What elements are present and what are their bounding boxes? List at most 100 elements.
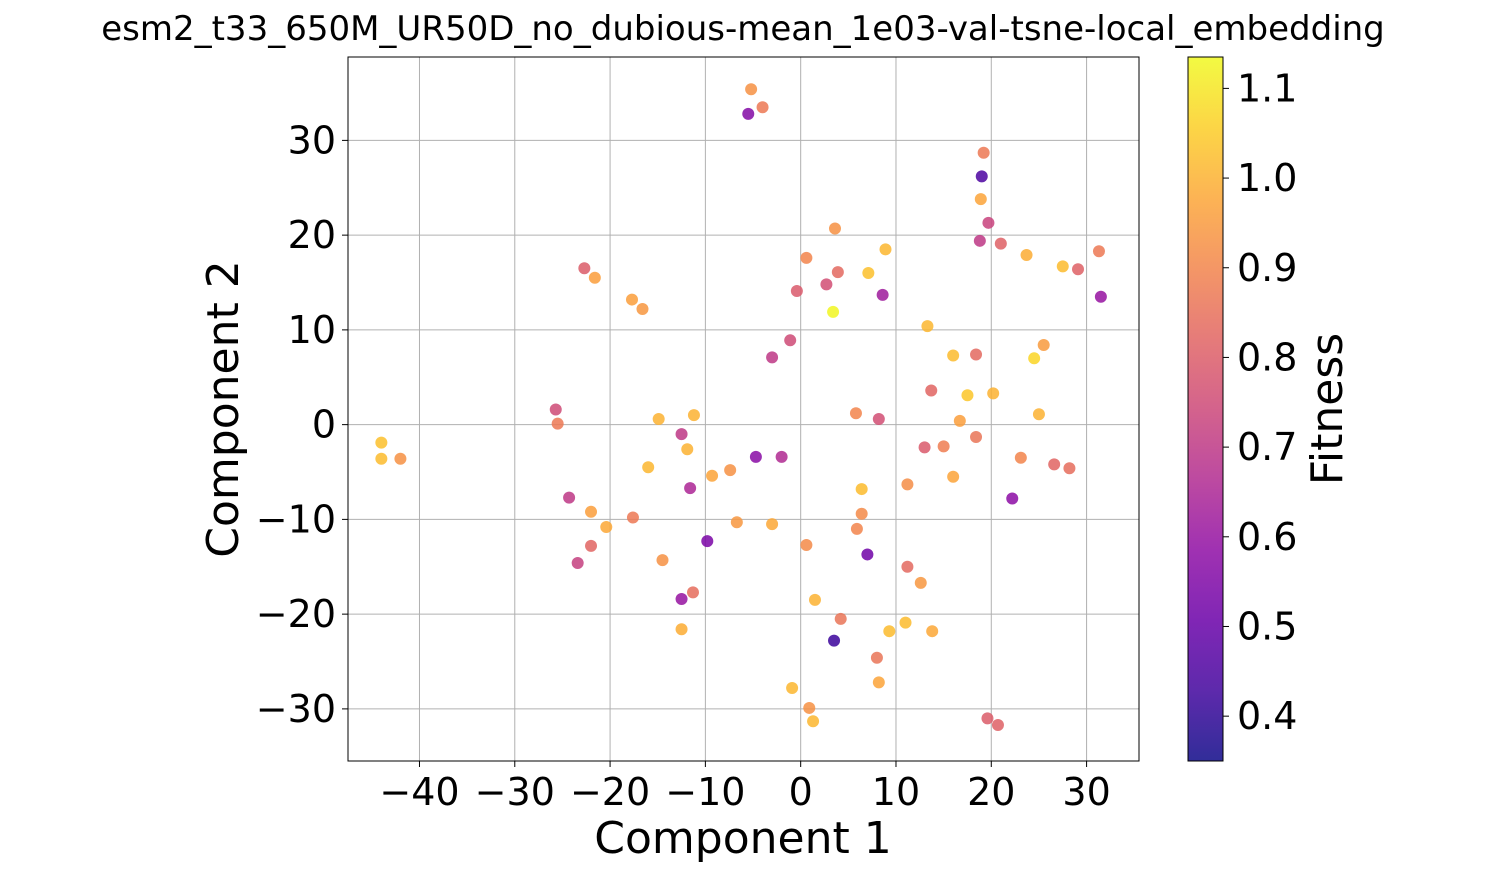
scatter-point — [675, 623, 688, 636]
scatter-point — [981, 712, 994, 725]
scatter-point — [375, 452, 388, 465]
scatter-point — [585, 505, 598, 518]
scatter-point — [706, 469, 719, 482]
scatter-point — [820, 278, 833, 291]
scatter-point — [827, 305, 840, 318]
scatter-point — [991, 718, 1004, 731]
scatter-point — [947, 470, 960, 483]
scatter-point — [879, 243, 892, 256]
x-ticks: −40 −30 −20 −10 0 10 20 30 — [379, 761, 1111, 814]
scatter-point — [578, 262, 591, 275]
scatter-point — [375, 436, 388, 449]
scatter-point — [1037, 339, 1050, 352]
y-tick-label: 30 — [288, 118, 336, 162]
scatter-point — [953, 414, 966, 427]
scatter-point — [914, 576, 927, 589]
scatter-point — [585, 539, 598, 552]
scatter-point — [686, 586, 699, 599]
scatter-point — [551, 417, 564, 430]
colorbar-tick-label: 0.5 — [1237, 604, 1297, 648]
scatter-point — [636, 303, 649, 316]
scatter-point — [675, 592, 688, 605]
scatter-point — [834, 612, 847, 625]
scatter-point — [828, 634, 841, 647]
y-tick-label: −20 — [256, 592, 336, 636]
scatter-point — [1048, 458, 1061, 471]
scatter-point — [1063, 462, 1076, 475]
scatter-point — [808, 593, 821, 606]
scatter-point — [855, 507, 868, 520]
y-tick-label: 20 — [288, 213, 336, 257]
scatter-point — [724, 464, 737, 477]
scatter-point — [394, 452, 407, 465]
scatter-point — [862, 267, 875, 280]
colorbar-tick-label: 1.1 — [1237, 66, 1297, 110]
scatter-point — [937, 440, 950, 453]
scatter-point — [563, 491, 576, 504]
chart-title: esm2_t33_650M_UR50D_no_dubious-mean_1e03… — [101, 9, 1385, 49]
colorbar-tick-label: 0.4 — [1237, 694, 1297, 738]
scatter-point — [975, 170, 988, 183]
x-tick-label: −10 — [665, 770, 745, 814]
scatter-point — [977, 146, 990, 159]
scatter-point — [571, 556, 584, 569]
scatter-point — [831, 266, 844, 279]
scatter-point — [925, 384, 938, 397]
scatter-point — [745, 83, 758, 96]
grid — [348, 57, 1139, 761]
colorbar-tick-label: 0.8 — [1237, 335, 1297, 379]
scatter-point — [855, 483, 868, 496]
scatter-point — [756, 101, 769, 114]
scatter-point — [947, 349, 960, 362]
x-tick-label: 20 — [967, 770, 1015, 814]
scatter-point — [961, 389, 974, 402]
colorbar-label: Fitness — [1302, 333, 1353, 485]
scatter-point — [849, 407, 862, 420]
colorbar-tick-label: 0.7 — [1237, 425, 1297, 469]
scatter-point — [899, 616, 912, 629]
scatter-point — [588, 271, 601, 284]
plot-frame — [347, 56, 1140, 762]
colorbar — [1187, 56, 1224, 762]
x-axis-label: Component 1 — [594, 813, 891, 864]
colorbar-ticks: 0.4 0.5 0.6 0.7 0.8 0.9 1.0 1.1 — [1223, 66, 1297, 738]
y-axis-label: Component 2 — [198, 260, 249, 557]
scatter-point — [652, 412, 665, 425]
scatter-point — [850, 522, 863, 535]
scatter-point — [921, 320, 934, 333]
scatter-point — [1014, 451, 1027, 464]
y-tick-label: 10 — [288, 308, 336, 352]
scatter-point — [918, 441, 931, 454]
scatter-point — [1032, 408, 1045, 421]
scatter-point — [870, 651, 883, 664]
scatter-point — [1092, 245, 1105, 258]
scatter-point — [775, 450, 788, 463]
scatter-point — [626, 511, 639, 524]
scatter-point — [883, 625, 896, 638]
scatter-point — [681, 443, 694, 456]
scatter-point — [1094, 290, 1107, 303]
y-tick-label: −30 — [256, 687, 336, 731]
y-ticks: −30 −20 −10 0 10 20 30 — [256, 118, 348, 731]
scatter-point — [749, 450, 762, 463]
scatter-point — [1020, 249, 1033, 262]
colorbar-tick-label: 1.0 — [1237, 156, 1297, 200]
points-layer — [375, 83, 1107, 731]
scatter-point — [786, 682, 799, 695]
scatter-point — [876, 288, 889, 301]
scatter-point — [973, 234, 986, 247]
scatter-point — [684, 482, 697, 495]
scatter-point — [730, 516, 743, 529]
scatter-point — [800, 251, 813, 264]
scatter-point — [766, 351, 779, 364]
scatter-point — [970, 430, 983, 443]
x-tick-label: −30 — [475, 770, 555, 814]
scatter-point — [970, 348, 983, 361]
scatter-point — [625, 293, 638, 306]
x-tick-label: −40 — [379, 770, 459, 814]
y-tick-label: 0 — [312, 403, 336, 447]
scatter-point — [1056, 260, 1069, 273]
x-tick-label: 0 — [789, 770, 813, 814]
scatter-point — [675, 428, 688, 441]
